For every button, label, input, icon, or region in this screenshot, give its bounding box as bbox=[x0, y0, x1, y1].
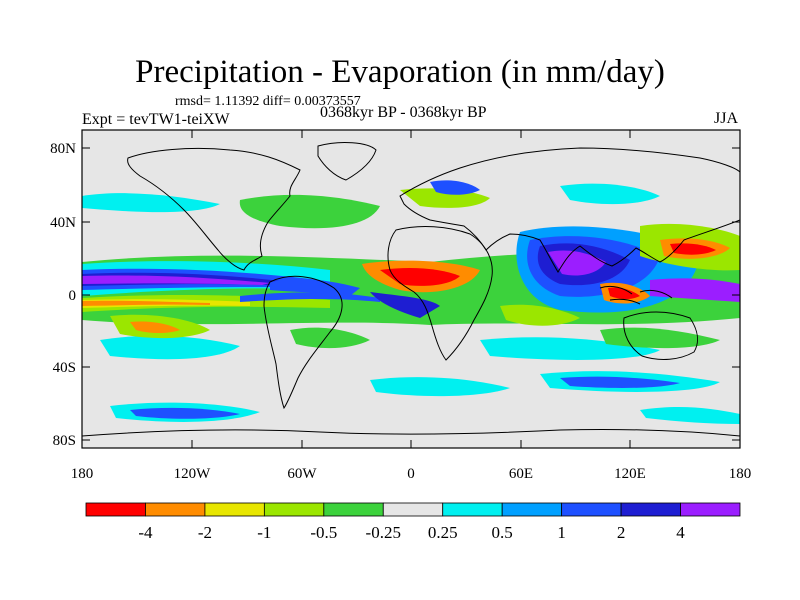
colorbar-label: 1 bbox=[557, 523, 566, 542]
field-patch bbox=[130, 407, 240, 419]
field-patch bbox=[239, 194, 380, 229]
field-patch bbox=[290, 327, 370, 349]
experiment-label: Expt = tevTW1-teiXW bbox=[82, 111, 230, 128]
lon-label: 60W bbox=[287, 466, 317, 482]
coastline-africa bbox=[387, 226, 493, 361]
colorbar-swatch bbox=[323, 502, 384, 517]
coastline-antarctica bbox=[82, 428, 740, 437]
coastline-south-america bbox=[263, 275, 343, 410]
pe-anomaly-field bbox=[82, 180, 740, 424]
field-patch bbox=[560, 376, 680, 388]
colorbar-label: -0.25 bbox=[366, 523, 401, 542]
lat-label: 40N bbox=[50, 215, 76, 231]
field-patch bbox=[548, 250, 606, 276]
field-patch bbox=[600, 327, 720, 349]
chart-title: Precipitation - Evaporation (in mm/day) bbox=[135, 54, 665, 90]
colorbar-swatch bbox=[561, 502, 622, 517]
colorbar-swatch bbox=[501, 502, 563, 517]
season-label: JJA bbox=[714, 110, 739, 127]
lon-label: 60E bbox=[509, 466, 533, 482]
colorbar-swatch bbox=[204, 502, 265, 517]
coastline-maritime-continent bbox=[599, 285, 673, 305]
field-patch bbox=[670, 243, 716, 255]
field-patch bbox=[380, 268, 460, 286]
lat-label: 80S bbox=[53, 433, 76, 449]
field-patch bbox=[608, 287, 640, 299]
field-patch bbox=[560, 183, 660, 205]
field-patch bbox=[650, 278, 740, 302]
field-patch bbox=[500, 304, 580, 326]
colorbar-swatch bbox=[263, 502, 325, 517]
lon-label: 120W bbox=[174, 466, 212, 482]
colorbar-swatch bbox=[620, 502, 681, 517]
colorbar-swatch bbox=[145, 502, 206, 517]
lat-label: 40S bbox=[53, 360, 76, 376]
colorbar-label: -4 bbox=[138, 523, 153, 542]
coastlines bbox=[82, 142, 740, 437]
field-patch bbox=[640, 407, 740, 424]
colorbar-label: 4 bbox=[676, 523, 685, 542]
lat-label: 0 bbox=[69, 288, 77, 304]
field-patch bbox=[82, 300, 210, 306]
colorbar-label: 0.25 bbox=[428, 523, 458, 542]
colorbar-label: -2 bbox=[198, 523, 212, 542]
lon-label: 0 bbox=[407, 466, 415, 482]
colorbar-label: 0.5 bbox=[492, 523, 513, 542]
lon-label: 180 bbox=[729, 466, 752, 482]
field-patch bbox=[370, 377, 510, 397]
lat-label: 80N bbox=[50, 141, 76, 157]
field-patch bbox=[430, 180, 480, 195]
colorbar-swatch bbox=[85, 502, 146, 517]
coastline-greenland bbox=[317, 142, 377, 181]
coastline-north-america bbox=[127, 147, 301, 271]
colorbar-label: -0.5 bbox=[310, 523, 337, 542]
lon-ticks bbox=[191, 130, 631, 448]
field-patch bbox=[100, 335, 240, 360]
coastline-australia bbox=[623, 311, 698, 360]
lon-label: 180 bbox=[71, 466, 94, 482]
field-patch bbox=[82, 193, 220, 213]
colorbar-swatch bbox=[680, 502, 741, 517]
lat-ticks bbox=[82, 147, 740, 441]
period-label: 0368kyr BP - 0368kyr BP bbox=[320, 104, 487, 121]
colorbar-label: 2 bbox=[617, 523, 626, 542]
stats-line: rmsd= 1.11392 diff= 0.00373557 bbox=[175, 94, 361, 109]
colorbar-label: -1 bbox=[257, 523, 271, 542]
lon-label: 120E bbox=[614, 466, 646, 482]
colorbar-swatch bbox=[442, 502, 503, 517]
colorbar: -4 -2 -1 -0.5 -0.25 0.25 0.5 1 2 4 bbox=[85, 502, 741, 542]
field-patch bbox=[370, 292, 440, 318]
field-patch bbox=[82, 275, 270, 285]
colorbar-swatch bbox=[382, 502, 444, 517]
field-patch bbox=[130, 321, 180, 333]
